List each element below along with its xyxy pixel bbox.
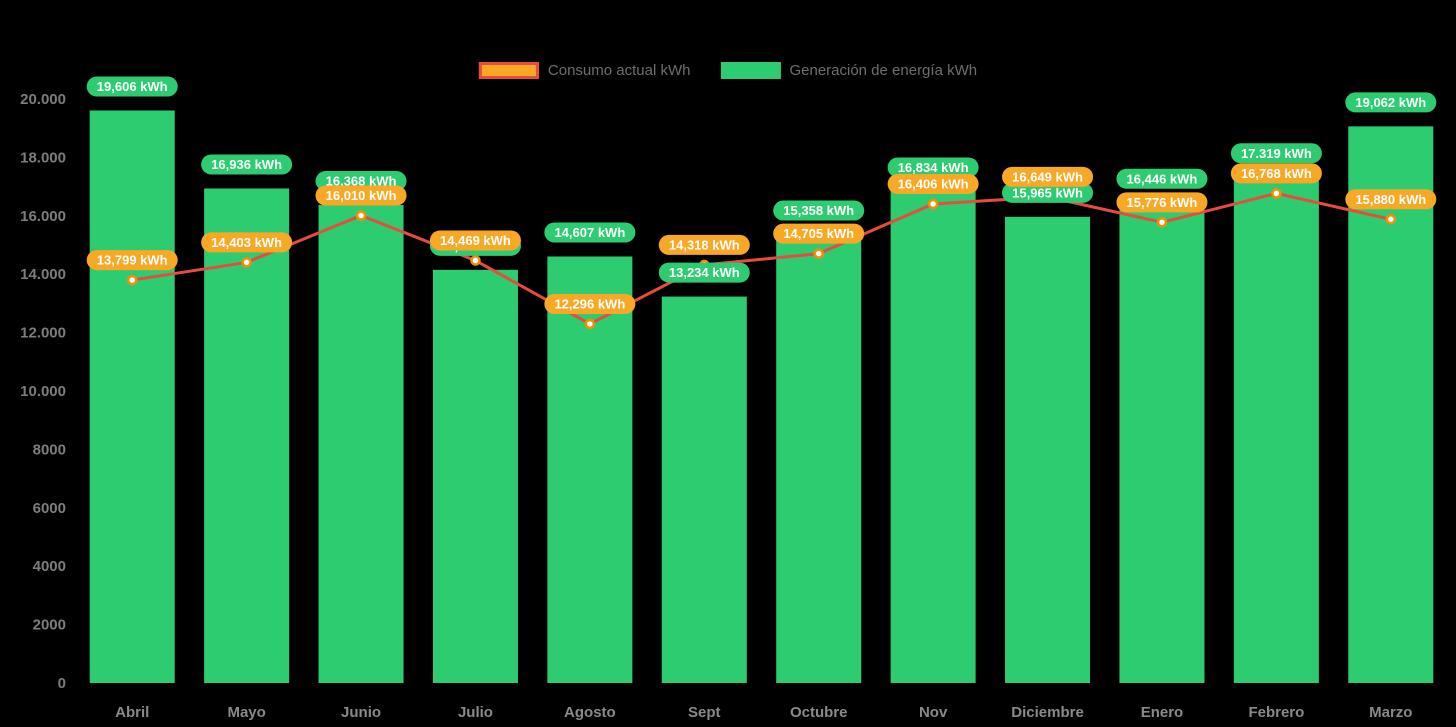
consumo-line bbox=[131, 191, 1392, 326]
generacion-bar[interactable] bbox=[776, 234, 862, 684]
consumo-value-label: 15,880 kWh bbox=[1345, 189, 1437, 210]
generacion-legend-label: Generación de energía kWh bbox=[789, 62, 978, 79]
svg-text:12,296 kWh: 12,296 kWh bbox=[554, 296, 625, 311]
consumo-point[interactable] bbox=[1385, 214, 1397, 225]
generacion-bar[interactable] bbox=[1005, 216, 1091, 683]
consumo-value-label: 16,406 kWh bbox=[887, 173, 979, 194]
svg-text:14,318 kWh: 14,318 kWh bbox=[669, 237, 740, 252]
svg-text:15,880 kWh: 15,880 kWh bbox=[1355, 192, 1426, 207]
generacion-value-label: 13,234 kWh bbox=[658, 262, 750, 283]
svg-text:15,965 kWh: 15,965 kWh bbox=[1012, 185, 1083, 200]
svg-text:16,936 kWh: 16,936 kWh bbox=[211, 157, 282, 172]
generacion-value-label: 17.319 kWh bbox=[1230, 143, 1322, 164]
generacion-bar[interactable] bbox=[204, 188, 290, 683]
consumo-point[interactable] bbox=[584, 318, 596, 330]
svg-text:19,606 kWh: 19,606 kWh bbox=[97, 79, 168, 94]
svg-text:13,799 kWh: 13,799 kWh bbox=[97, 253, 168, 268]
generacion-value-label: 16,446 kWh bbox=[1116, 168, 1208, 189]
generacion-bar[interactable] bbox=[432, 269, 518, 683]
consumo-value-label: 16,010 kWh bbox=[315, 185, 407, 206]
consumo-value-label: 12,296 kWh bbox=[544, 293, 636, 314]
consumo-value-label: 14,705 kWh bbox=[773, 223, 865, 244]
consumo-legend-label: Consumo actual kWh bbox=[547, 62, 691, 79]
x-axis-label: Nov bbox=[919, 704, 948, 721]
y-axis-tick-label: 2000 bbox=[33, 617, 66, 634]
consumo-point[interactable] bbox=[1271, 188, 1282, 199]
svg-text:16,768 kWh: 16,768 kWh bbox=[1241, 166, 1312, 181]
svg-text:16,649 kWh: 16,649 kWh bbox=[1012, 169, 1083, 184]
consumo-value-label: 14,318 kWh bbox=[658, 234, 750, 255]
x-axis-label: Julio bbox=[458, 704, 493, 721]
generacion-value-label: 14,607 kWh bbox=[544, 222, 636, 243]
y-axis-tick-label: 18.000 bbox=[20, 149, 66, 166]
y-axis-tick-label: 16.000 bbox=[20, 208, 66, 225]
consumo-point[interactable] bbox=[355, 210, 367, 221]
consumo-value-label: 13,799 kWh bbox=[86, 250, 178, 271]
generacion-bar[interactable] bbox=[890, 191, 976, 683]
svg-text:16,010 kWh: 16,010 kWh bbox=[326, 188, 397, 203]
svg-text:14,403 kWh: 14,403 kWh bbox=[211, 235, 282, 250]
y-axis-tick-label: 20.000 bbox=[20, 91, 66, 108]
generacion-bar[interactable] bbox=[1119, 202, 1205, 683]
y-axis-tick-label: 8000 bbox=[33, 441, 66, 458]
generacion-bar[interactable] bbox=[1233, 177, 1319, 683]
y-axis-tick-label: 10.000 bbox=[20, 383, 66, 400]
x-axis-label: Octubre bbox=[790, 704, 848, 721]
y-axis-tick-label: 6000 bbox=[33, 500, 66, 517]
svg-text:14,607 kWh: 14,607 kWh bbox=[554, 225, 625, 240]
x-axis-label: Abril bbox=[115, 704, 149, 721]
consumo-value-label: 14,469 kWh bbox=[429, 230, 521, 251]
chart-legend: Consumo actual kWh Generación de energía… bbox=[478, 62, 977, 79]
svg-text:17.319 kWh: 17.319 kWh bbox=[1241, 146, 1312, 161]
generacion-value-label: 15,965 kWh bbox=[1002, 182, 1094, 203]
consumo-point[interactable] bbox=[241, 257, 252, 268]
consumo-point[interactable] bbox=[927, 198, 939, 210]
generacion-value-label: 16,834 kWh bbox=[887, 157, 979, 178]
consumo-point[interactable] bbox=[1156, 217, 1168, 228]
consumo-point[interactable] bbox=[126, 274, 138, 286]
generacion-bar[interactable] bbox=[1348, 126, 1434, 684]
y-axis-tick-label: 0 bbox=[58, 675, 66, 692]
generacion-value-label: 16,936 kWh bbox=[201, 154, 293, 175]
consumo-value-label: 16,649 kWh bbox=[1002, 166, 1094, 187]
y-axis-tick-label: 4000 bbox=[33, 558, 66, 575]
x-axis-label: Enero bbox=[1141, 704, 1184, 721]
svg-text:16,368 kWh: 16,368 kWh bbox=[326, 174, 397, 189]
generacion-bar[interactable] bbox=[318, 205, 404, 684]
x-axis-label: Diciembre bbox=[1011, 704, 1084, 721]
generacion-value-label: 15,358 kWh bbox=[773, 200, 865, 221]
svg-text:13,234 kWh: 13,234 kWh bbox=[669, 265, 740, 280]
generacion-value-label: 19,606 kWh bbox=[86, 76, 178, 97]
x-axis-label: Agosto bbox=[564, 704, 616, 721]
consumo-value-label: 14,403 kWh bbox=[201, 232, 293, 253]
svg-text:16,446 kWh: 16,446 kWh bbox=[1127, 171, 1198, 186]
x-axis-label: Febrero bbox=[1248, 704, 1304, 721]
generacion-bar[interactable] bbox=[661, 296, 747, 683]
generacion-bar[interactable] bbox=[89, 110, 175, 683]
x-axis-label: Sept bbox=[688, 704, 721, 721]
svg-text:16,406 kWh: 16,406 kWh bbox=[898, 176, 969, 191]
legend-item-generacion[interactable]: Generación de energía kWh bbox=[720, 62, 977, 79]
y-axis-tick-label: 12.000 bbox=[20, 325, 66, 342]
legend-item-consumo[interactable]: Consumo actual kWh bbox=[478, 62, 691, 79]
consumo-point[interactable] bbox=[470, 255, 481, 266]
svg-text:19,062 kWh: 19,062 kWh bbox=[1355, 95, 1426, 110]
consumo-point[interactable] bbox=[813, 248, 824, 259]
consumo-value-label: 16,768 kWh bbox=[1230, 163, 1322, 184]
consumo-value-label: 15,776 kWh bbox=[1116, 192, 1208, 213]
svg-text:16,834 kWh: 16,834 kWh bbox=[898, 160, 969, 175]
y-axis-tick-label: 14.000 bbox=[20, 266, 66, 283]
x-axis-label: Marzo bbox=[1369, 704, 1412, 721]
svg-text:15,358 kWh: 15,358 kWh bbox=[783, 203, 854, 218]
x-axis-label: Mayo bbox=[227, 704, 265, 721]
x-axis-label: Junio bbox=[341, 704, 381, 721]
svg-text:15,776 kWh: 15,776 kWh bbox=[1127, 195, 1198, 210]
generacion-value-label: 19,062 kWh bbox=[1345, 92, 1437, 113]
svg-text:14,469 kWh: 14,469 kWh bbox=[440, 233, 511, 248]
svg-text:14,705 kWh: 14,705 kWh bbox=[783, 226, 854, 241]
generacion-legend-swatch bbox=[720, 62, 781, 79]
consumo-legend-swatch bbox=[478, 62, 539, 79]
